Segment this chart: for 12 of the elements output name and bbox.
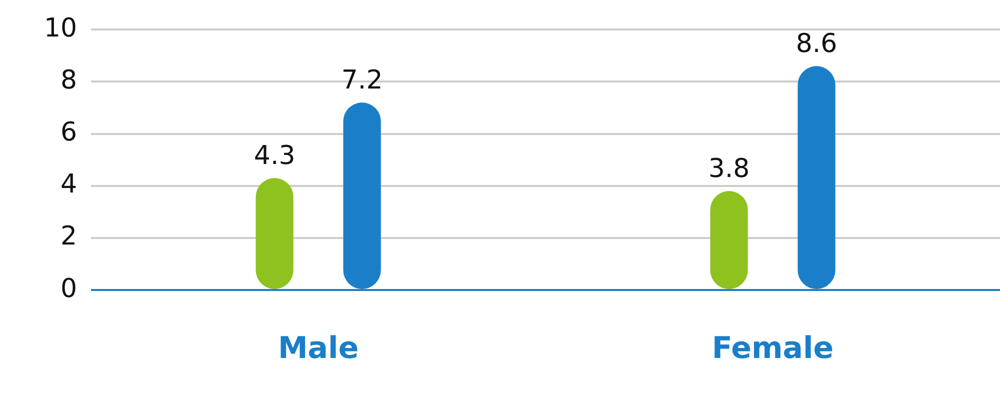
y-tick-label: 6 [60,118,78,148]
y-tick-label: 10 [44,13,78,44]
data-label: 4.3 [254,140,296,171]
data-label: 8.6 [796,28,838,59]
y-tick-label: 2 [60,222,78,252]
y-tick-label: 8 [60,65,78,96]
y-tick-label: 4 [60,170,78,200]
data-label: 3.8 [708,154,750,184]
x-tick-label: Female [712,330,834,366]
data-label: 7.2 [341,65,383,96]
x-tick-label: Male [278,330,359,366]
y-tick-label: 0 [60,274,78,304]
